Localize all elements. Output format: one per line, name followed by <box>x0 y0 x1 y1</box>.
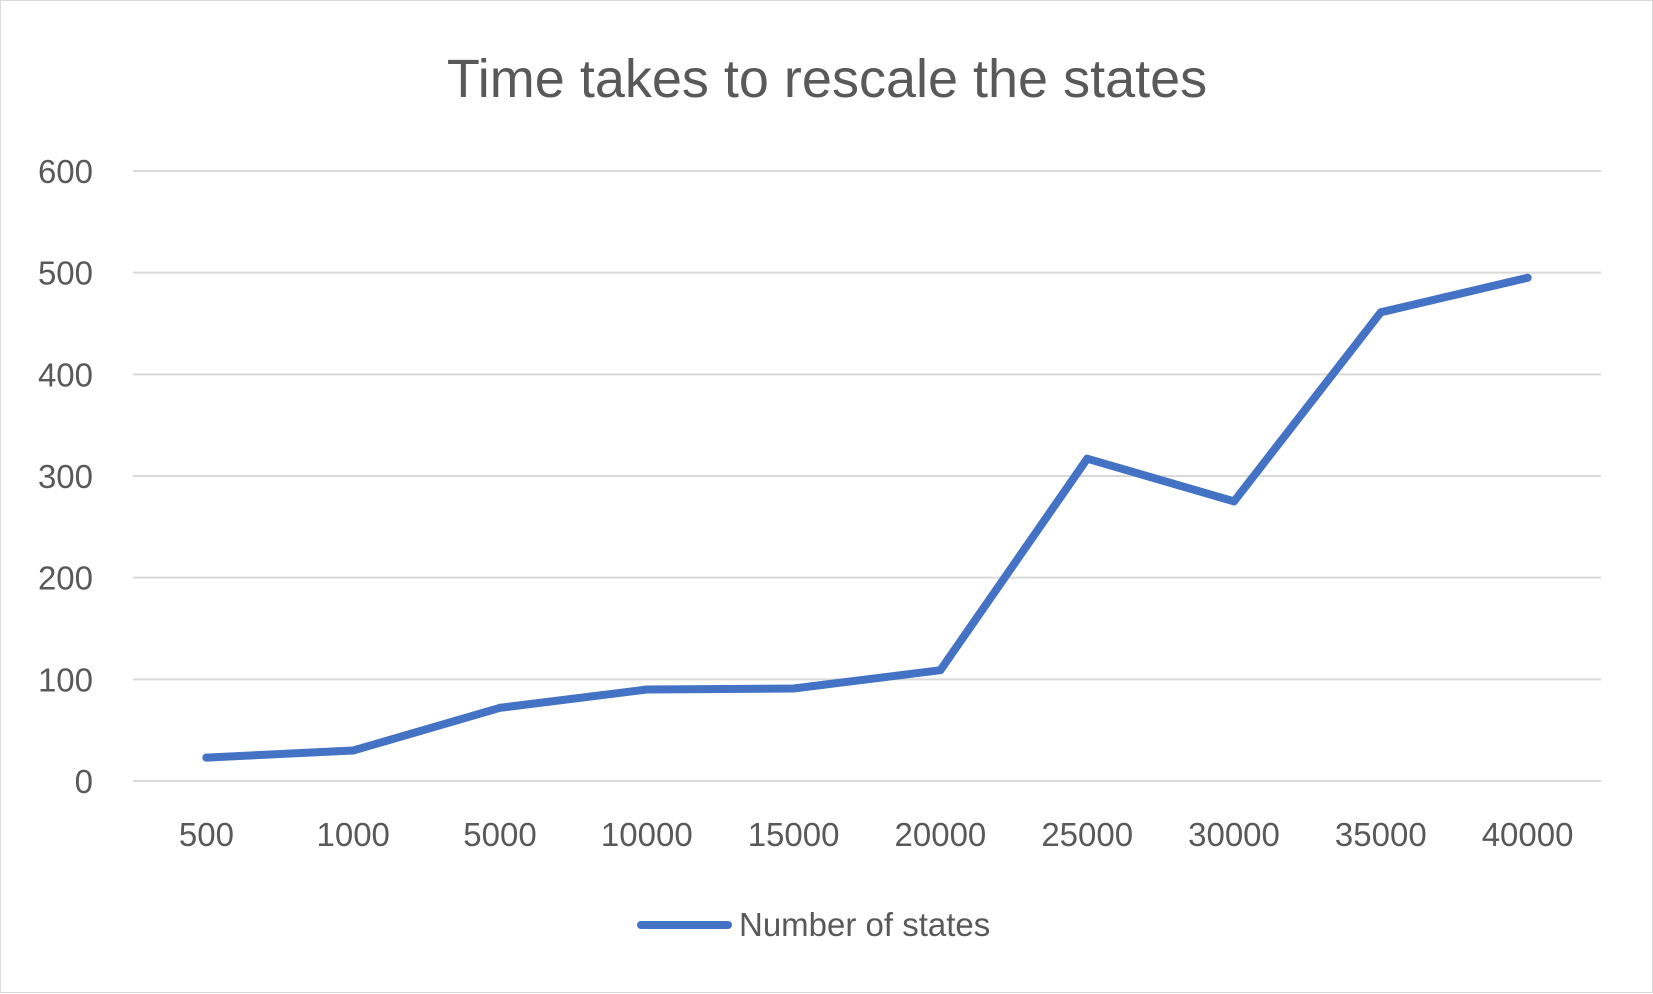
y-axis-ticks: 0 100 200 300 400 500 600 <box>38 153 93 800</box>
data-point <box>1230 497 1238 506</box>
series-layer <box>202 273 1532 762</box>
data-point <box>1523 273 1532 282</box>
data-point <box>936 666 945 675</box>
x-tick-label: 20000 <box>895 816 987 853</box>
x-axis-ticks: 500 1000 5000 10000 15000 20000 25000 30000 3500… <box>179 816 1574 853</box>
y-tick-label: 600 <box>38 153 93 190</box>
x-tick-label: 5000 <box>463 816 536 853</box>
series-line-0 <box>202 273 1532 762</box>
x-tick-label: 10000 <box>601 816 693 853</box>
data-point <box>202 753 211 762</box>
y-tick-label: 200 <box>38 560 93 597</box>
x-tick-label: 30000 <box>1188 816 1280 853</box>
x-tick-label: 35000 <box>1335 816 1427 853</box>
x-tick-label: 40000 <box>1482 816 1574 853</box>
data-point <box>1376 308 1385 317</box>
gridlines <box>133 170 1601 782</box>
data-point <box>496 703 504 712</box>
y-tick-label: 0 <box>75 763 93 800</box>
data-point <box>1083 454 1092 463</box>
y-tick-label: 500 <box>38 255 93 292</box>
data-point <box>642 685 651 694</box>
x-tick-label: 15000 <box>748 816 840 853</box>
data-point <box>789 684 798 693</box>
x-tick-label: 25000 <box>1041 816 1133 853</box>
legend-label: Number of states <box>739 906 990 943</box>
x-tick-label: 500 <box>179 816 234 853</box>
data-point <box>349 746 358 755</box>
legend: Number of states <box>637 906 990 943</box>
chart-title: Time takes to rescale the states <box>447 49 1207 109</box>
y-tick-label: 100 <box>38 661 93 698</box>
y-tick-label: 400 <box>38 356 93 393</box>
y-tick-label: 300 <box>38 458 93 495</box>
x-tick-label: 1000 <box>316 816 389 853</box>
